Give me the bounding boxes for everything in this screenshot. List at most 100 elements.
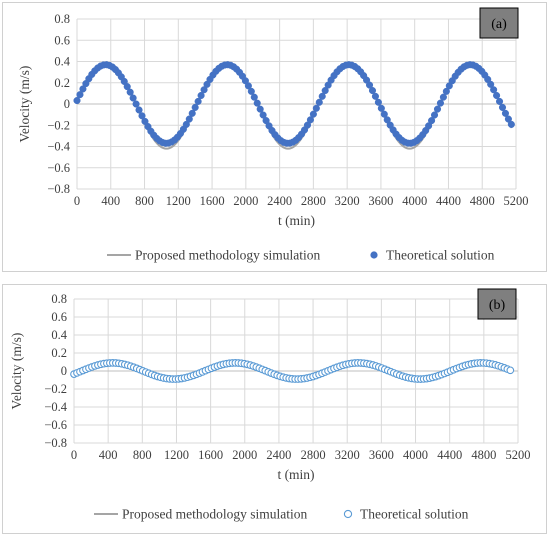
x-tick-label: 1200: [166, 194, 191, 208]
legend-label-simulation: Proposed methodology simulation: [122, 507, 307, 522]
data-point-theoretical: [321, 87, 329, 95]
data-point-theoretical: [365, 81, 374, 89]
x-tick-label: 0: [71, 448, 77, 462]
y-tick-label: −0.4: [44, 400, 67, 414]
x-tick-label: 2400: [267, 194, 292, 208]
chart-panel-b: 0 400 800 1200 1600 2000 2400 2800 3200 3600 4000 4…: [2, 284, 547, 534]
data-point-theoretical: [430, 111, 439, 119]
data-point-theoretical: [79, 85, 87, 93]
y-tick-label: −0.8: [47, 182, 70, 196]
data-point-theoretical: [253, 99, 261, 107]
data-point-theoretical: [197, 91, 205, 100]
data-point-theoretical: [76, 91, 84, 99]
data-point-theoretical: [493, 91, 501, 100]
data-point-theoretical: [247, 87, 255, 95]
data-point-theoretical: [380, 110, 388, 118]
x-tick-label: 2800: [301, 194, 326, 208]
data-point-theoretical: [504, 115, 512, 123]
data-point-theoretical: [306, 116, 314, 124]
x-axis-title: t (min): [278, 213, 315, 228]
x-tick-label: 400: [101, 194, 120, 208]
y-axis-title: Velocity (m/s): [9, 333, 24, 410]
data-point-theoretical: [259, 111, 267, 119]
data-point-theoretical: [244, 82, 252, 90]
legend-label-theoretical: Theoretical solution: [386, 248, 495, 263]
data-point-theoretical: [433, 105, 442, 113]
data-point-theoretical: [442, 87, 450, 95]
panel-label-box: [479, 7, 519, 39]
data-point-theoretical: [318, 92, 326, 100]
data-point-theoretical: [495, 97, 504, 105]
x-tick-label: 4000: [403, 448, 428, 462]
chart-a-svg: 0 400 800 1200 1600 2000 2400 2800 3200 3600 4000 4…: [17, 7, 529, 263]
data-point-theoretical: [73, 97, 81, 105]
data-point-theoretical: [123, 83, 131, 91]
x-tick-label: 2800: [301, 448, 326, 462]
y-tick-label: −0.8: [44, 436, 67, 450]
x-tick-label: 3600: [369, 448, 394, 462]
data-point-theoretical: [428, 117, 436, 125]
data-point-theoretical: [436, 99, 444, 107]
data-point-theoretical: [368, 87, 377, 95]
x-tick-label: 800: [133, 448, 152, 462]
data-point-theoretical: [490, 86, 498, 94]
x-tick-label: 400: [99, 448, 118, 462]
series-line-simulation: [76, 62, 513, 150]
data-point-theoretical: [129, 94, 137, 102]
x-tick-label: 4000: [402, 194, 427, 208]
x-tick-label: 2000: [233, 194, 258, 208]
data-point-theoretical: [194, 97, 202, 105]
x-axis-title: t (min): [277, 467, 314, 482]
data-point-theoretical: [135, 106, 143, 114]
panel-label-box: [477, 288, 517, 320]
x-tick-label: 5200: [504, 194, 529, 208]
x-tick-label: 0: [74, 194, 80, 208]
x-tick-label: 2400: [266, 448, 291, 462]
y-tick-label: 0.2: [54, 76, 70, 90]
y-tick-label: 0: [64, 97, 70, 111]
data-point-theoretical: [498, 103, 507, 111]
legend-label-theoretical: Theoretical solution: [360, 507, 469, 522]
data-point-theoretical: [374, 98, 382, 106]
y-tick-label: 0.4: [51, 328, 67, 342]
y-tick-label: 0.8: [54, 12, 70, 26]
data-point-theoretical: [182, 120, 190, 128]
data-point-theoretical: [185, 115, 193, 123]
data-point-theoretical: [309, 110, 317, 118]
y-tick-label: 0.6: [51, 310, 67, 324]
x-tick-label: 4800: [471, 448, 496, 462]
data-point-theoretical: [132, 100, 140, 108]
y-tick-label: 0: [61, 364, 67, 378]
y-tick-label: 0.2: [51, 346, 67, 360]
y-tick-label: −0.6: [47, 161, 70, 175]
x-tick-label: 3600: [368, 194, 393, 208]
data-point-theoretical: [507, 120, 515, 128]
data-point-theoretical: [200, 86, 208, 94]
y-tick-label: 0.4: [54, 55, 70, 69]
data-point-theoretical: [250, 93, 258, 101]
x-tick-label: 800: [135, 194, 154, 208]
x-tick-label: 4400: [437, 448, 462, 462]
data-point-theoretical: [138, 112, 146, 120]
x-tick-label: 4400: [436, 194, 461, 208]
data-point-theoretical: [312, 104, 320, 112]
x-tick-label: 2000: [232, 448, 257, 462]
y-tick-label: −0.2: [44, 382, 67, 396]
data-point-theoretical: [501, 109, 510, 117]
data-point-theoretical: [377, 104, 385, 112]
legend-marker-swatch: [343, 509, 353, 519]
data-point-theoretical: [506, 366, 515, 375]
y-axis-title: Velocity (m/s): [17, 66, 32, 143]
data-point-theoretical: [439, 93, 447, 101]
chart-panel-a: 0 400 800 1200 1600 2000 2400 2800 3200 3600 4000 4…: [2, 2, 547, 272]
y-tick-label: −0.6: [44, 418, 67, 432]
data-point-theoretical: [383, 116, 391, 124]
panel-label: (b): [489, 298, 506, 313]
y-tick-label: −0.4: [47, 140, 70, 154]
data-point-theoretical: [188, 109, 196, 117]
x-tick-label: 5200: [506, 448, 531, 462]
x-tick-label: 3200: [335, 194, 360, 208]
data-point-theoretical: [303, 121, 312, 129]
data-point-theoretical: [126, 88, 134, 96]
data-point-theoretical: [256, 105, 264, 113]
